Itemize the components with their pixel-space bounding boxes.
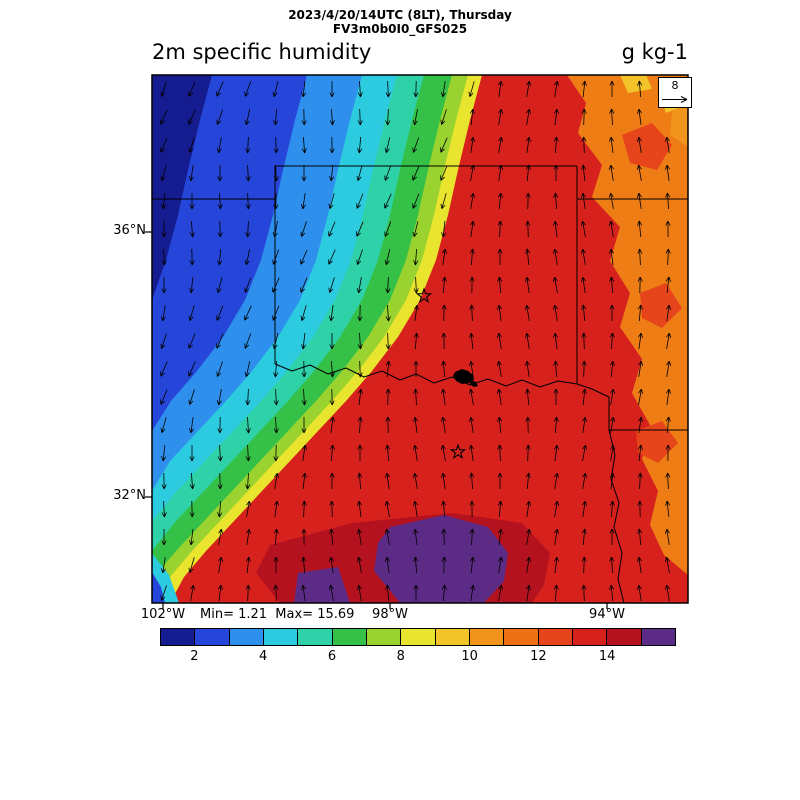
- plot-datetime-title: 2023/4/20/14UTC (8LT), Thursday: [288, 8, 512, 22]
- lat-label-36n: 36°N: [113, 223, 146, 238]
- star-marker: [449, 443, 467, 460]
- colorbar-segment: [332, 629, 367, 645]
- colorbar-tick-label: 6: [327, 649, 337, 664]
- state-border-lines: [152, 165, 688, 384]
- colorbar-segment: [263, 629, 299, 645]
- top-right-yellow-orange-streak-1: [620, 75, 652, 93]
- humidity-fill-layer: [152, 75, 688, 603]
- plot-model-title: FV3m0b0I0_GFS025: [332, 22, 468, 36]
- wind-reference-vector-box: 8: [658, 77, 692, 108]
- variable-title: 2m specific humidity: [152, 40, 372, 64]
- lower-left-cool-corner-blue: [152, 572, 165, 603]
- lake-blob: [453, 369, 478, 387]
- state-borders: [152, 165, 688, 604]
- orange-red-transition-patch-2: [640, 283, 682, 328]
- colorbar-segment: [572, 629, 608, 645]
- colorbar: [160, 628, 676, 646]
- humidity-band-1.5: [152, 75, 212, 603]
- colorbar-segment: [504, 629, 539, 645]
- southeast-borders: [608, 397, 688, 604]
- south-central-purple-west: [294, 567, 350, 603]
- lon-label-98w: 98°W: [372, 607, 408, 622]
- colorbar-segment: [469, 629, 505, 645]
- wind-vectors: [160, 80, 672, 602]
- colorbar-tick-label: 2: [190, 649, 199, 664]
- colorbar-segment: [435, 629, 470, 645]
- wind-reference-value: 8: [671, 79, 679, 92]
- marker-layer: [415, 287, 478, 460]
- colorbar-tick-label: 14: [598, 649, 616, 664]
- colorbar-segment: [298, 629, 333, 645]
- colorbar-segment: [607, 629, 642, 645]
- colorbar-segment: [161, 629, 196, 645]
- map-frame: [151, 74, 689, 604]
- lon-label-94w: 94°W: [589, 607, 625, 622]
- humidity-map: [145, 74, 689, 609]
- colorbar-wrap: 2 4 6 8 10 12 14: [160, 628, 676, 664]
- units-label: g kg-1: [621, 40, 688, 64]
- red-river-border: [274, 363, 610, 398]
- orange-red-transition-patch-1: [622, 123, 672, 170]
- colorbar-tick-label: 4: [259, 649, 268, 664]
- colorbar-segment: [229, 629, 264, 645]
- colorbar-tick-label: 10: [461, 649, 478, 664]
- south-central-purple-15plus: [374, 515, 508, 603]
- right-edge-bright-orange: [670, 103, 688, 147]
- colorbar-segment: [195, 629, 230, 645]
- colorbar-segment: [641, 629, 675, 645]
- lat-label-32n: 32°N: [113, 488, 146, 503]
- wind-arrow-layer: [160, 80, 672, 602]
- colorbar-tick-label: 8: [396, 649, 405, 664]
- colorbar-segment: [401, 629, 436, 645]
- star-marker: [415, 287, 433, 304]
- min-max-stats: Min= 1.21 Max= 15.69: [200, 607, 355, 622]
- wind-reference-arrow-icon: [662, 96, 688, 103]
- axis-ticks: [145, 231, 608, 609]
- lon-label-102w: 102°W: [140, 607, 186, 622]
- colorbar-segment: [366, 629, 402, 645]
- colorbar-tick-label: 12: [530, 649, 547, 664]
- colorbar-segment: [538, 629, 573, 645]
